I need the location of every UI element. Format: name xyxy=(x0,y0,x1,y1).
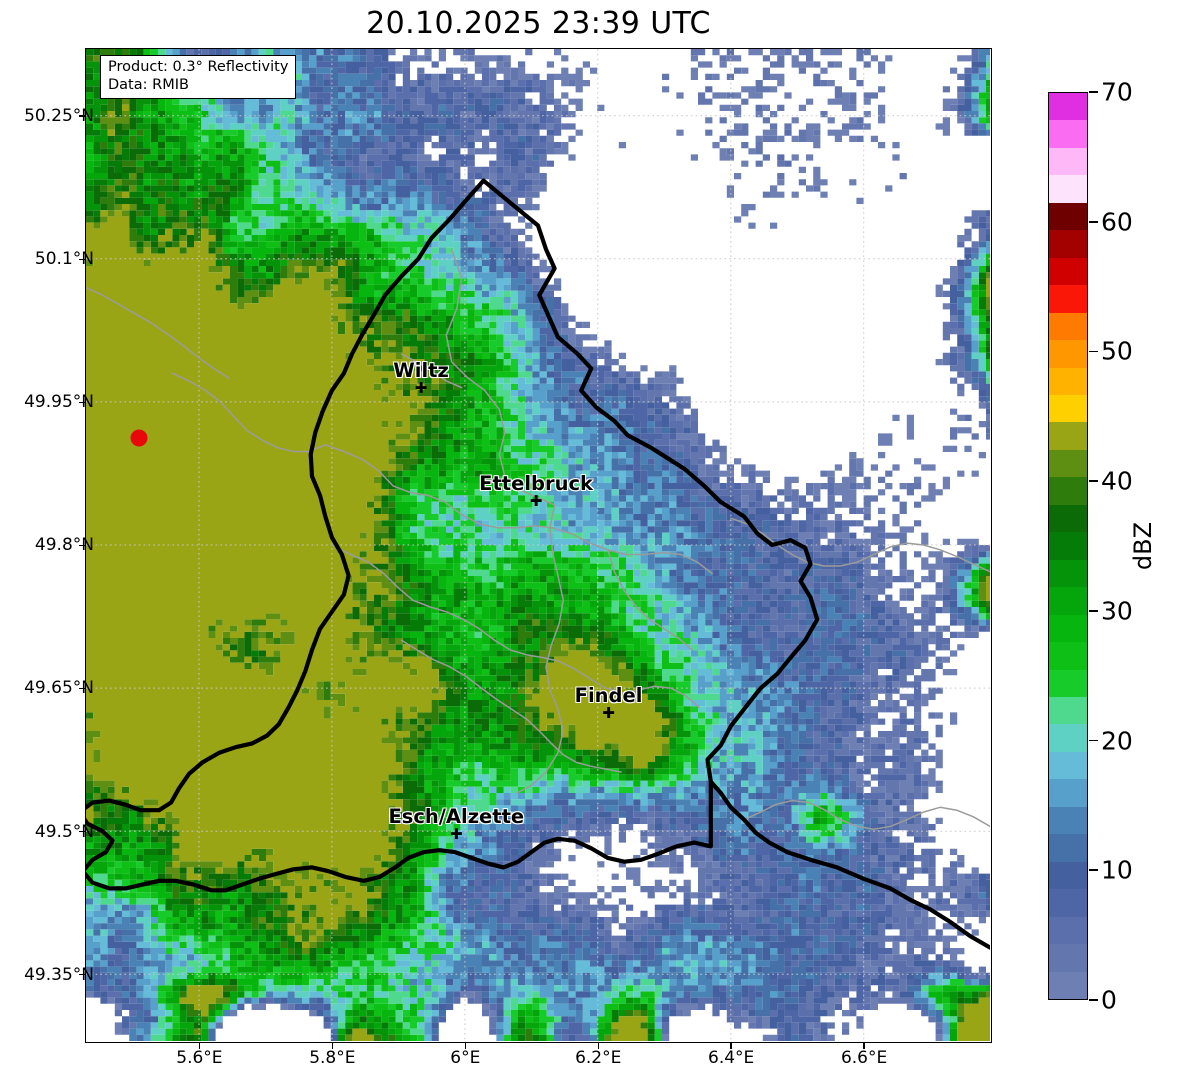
colorbar-band xyxy=(1049,806,1087,835)
lon-tick-label: 6.4°E xyxy=(708,1048,755,1068)
lat-tick-mark xyxy=(79,973,85,976)
lon-tick-label: 6°E xyxy=(450,1048,481,1068)
colorbar-band xyxy=(1049,312,1087,341)
lon-tick-label: 6.6°E xyxy=(840,1048,888,1068)
lat-tick-label: 49.5°N xyxy=(34,821,94,842)
colorbar-title: dBZ xyxy=(1129,521,1157,571)
colorbar-band xyxy=(1049,696,1087,725)
colorbar-band xyxy=(1049,257,1087,286)
lon-tick-label: 6.2°E xyxy=(575,1048,622,1068)
colorbar-tick-mark xyxy=(1089,91,1098,93)
colorbar-band xyxy=(1049,202,1087,231)
city-marker-icon: ✚ xyxy=(529,491,543,510)
colorbar-band xyxy=(1049,175,1087,203)
city-name: Ettelbruck xyxy=(479,471,593,495)
colorbar-band xyxy=(1049,779,1087,807)
colorbar-band xyxy=(1049,449,1087,478)
colorbar-band xyxy=(1049,93,1087,121)
colorbar-tick-label: 30 xyxy=(1101,596,1133,626)
lon-tick-mark xyxy=(730,1043,732,1049)
border-layer xyxy=(86,178,990,950)
city-label: Esch/Alzette ✚ xyxy=(388,805,525,844)
city-marker-icon: ✚ xyxy=(602,704,615,723)
colorbar-band xyxy=(1049,751,1087,780)
colorbar-band xyxy=(1049,422,1087,450)
city-marker-icon: ✚ xyxy=(414,379,428,397)
lon-tick-mark xyxy=(331,1043,334,1049)
lon-tick-mark xyxy=(863,1043,865,1049)
colorbar-band xyxy=(1049,642,1087,670)
data-source-line: Data: RMIB xyxy=(108,76,189,93)
colorbar-band xyxy=(1049,834,1087,862)
lat-tick-mark xyxy=(79,687,85,690)
colorbar-tick-label: 60 xyxy=(1101,207,1133,237)
page-title: 20.10.2025 23:39 UTC xyxy=(366,6,711,41)
colorbar-tick-mark xyxy=(1089,220,1098,223)
colorbar-band xyxy=(1049,614,1087,643)
colorbar-tick-mark xyxy=(1089,480,1098,482)
city-label: Findel ✚ xyxy=(574,684,643,723)
colorbar-band xyxy=(1049,724,1087,752)
colorbar-band xyxy=(1049,916,1087,945)
colorbar-band xyxy=(1049,285,1087,313)
map-plot-area[interactable]: Product: 0.3° Reflectivity Data: RMIB Wi… xyxy=(85,48,992,1043)
colorbar-band xyxy=(1049,861,1087,890)
lon-tick-mark xyxy=(464,1043,466,1049)
lat-tick-label: 50.1°N xyxy=(34,249,94,270)
lat-tick-label: 49.8°N xyxy=(34,535,94,556)
colorbar-band xyxy=(1049,147,1087,176)
city-name: Findel xyxy=(574,684,643,708)
colorbar-tick-label: 20 xyxy=(1101,726,1133,756)
colorbar-tick-mark xyxy=(1089,739,1098,742)
lat-tick-label: 49.95°N xyxy=(24,392,94,413)
colorbar-tick-label: 0 xyxy=(1101,985,1117,1015)
colorbar-band xyxy=(1049,889,1087,917)
colorbar-band xyxy=(1049,971,1087,999)
colorbar-band xyxy=(1049,367,1087,395)
colorbar-tick-label: 10 xyxy=(1101,855,1133,885)
colorbar-tick-mark xyxy=(1089,999,1098,1001)
colorbar-band xyxy=(1049,477,1087,505)
lat-tick-mark xyxy=(79,830,85,833)
colorbar-tick-label: 70 xyxy=(1101,77,1133,107)
lat-tick-mark xyxy=(79,115,85,117)
city-name: Esch/Alzette xyxy=(388,805,525,829)
colorbar[interactable] xyxy=(1048,92,1088,1000)
colorbar-tick-mark xyxy=(1089,869,1098,872)
lon-tick-label: 5.8°E xyxy=(309,1048,356,1068)
city-name: Wiltz xyxy=(393,359,449,382)
city-label: Wiltz ✚ xyxy=(393,359,449,397)
lat-tick-mark xyxy=(79,258,85,260)
colorbar-tick-label: 40 xyxy=(1101,466,1133,496)
colorbar-band xyxy=(1049,669,1087,697)
product-info-box: Product: 0.3° Reflectivity Data: RMIB xyxy=(100,55,297,99)
colorbar-band xyxy=(1049,230,1087,258)
colorbar-band xyxy=(1049,504,1087,533)
city-marker-icon: ✚ xyxy=(450,825,463,844)
product-line: Product: 0.3° Reflectivity xyxy=(108,59,289,75)
lon-tick-mark xyxy=(198,1043,201,1049)
colorbar-tick-mark xyxy=(1089,610,1098,612)
colorbar-band xyxy=(1049,587,1087,615)
lat-tick-label: 49.35°N xyxy=(24,964,94,985)
map-clip xyxy=(86,49,991,1042)
colorbar-tick-mark xyxy=(1089,350,1098,353)
colorbar-tick-label: 50 xyxy=(1101,336,1133,366)
radar-site-marker[interactable] xyxy=(130,429,148,447)
city-label: Ettelbruck ✚ xyxy=(479,471,593,510)
gridline-layer xyxy=(86,49,990,1041)
lat-tick-mark xyxy=(79,401,85,403)
colorbar-band xyxy=(1049,944,1087,972)
colorbar-band xyxy=(1049,532,1087,560)
lon-tick-mark xyxy=(597,1043,599,1049)
lat-tick-mark xyxy=(79,544,85,547)
colorbar-band xyxy=(1049,340,1087,368)
colorbar-band xyxy=(1049,394,1087,423)
lat-tick-label: 49.65°N xyxy=(24,678,94,699)
colorbar-band xyxy=(1049,120,1087,148)
lat-tick-label: 50.25°N xyxy=(24,106,94,127)
colorbar-band xyxy=(1049,559,1087,588)
lon-tick-label: 5.6°E xyxy=(176,1048,223,1068)
